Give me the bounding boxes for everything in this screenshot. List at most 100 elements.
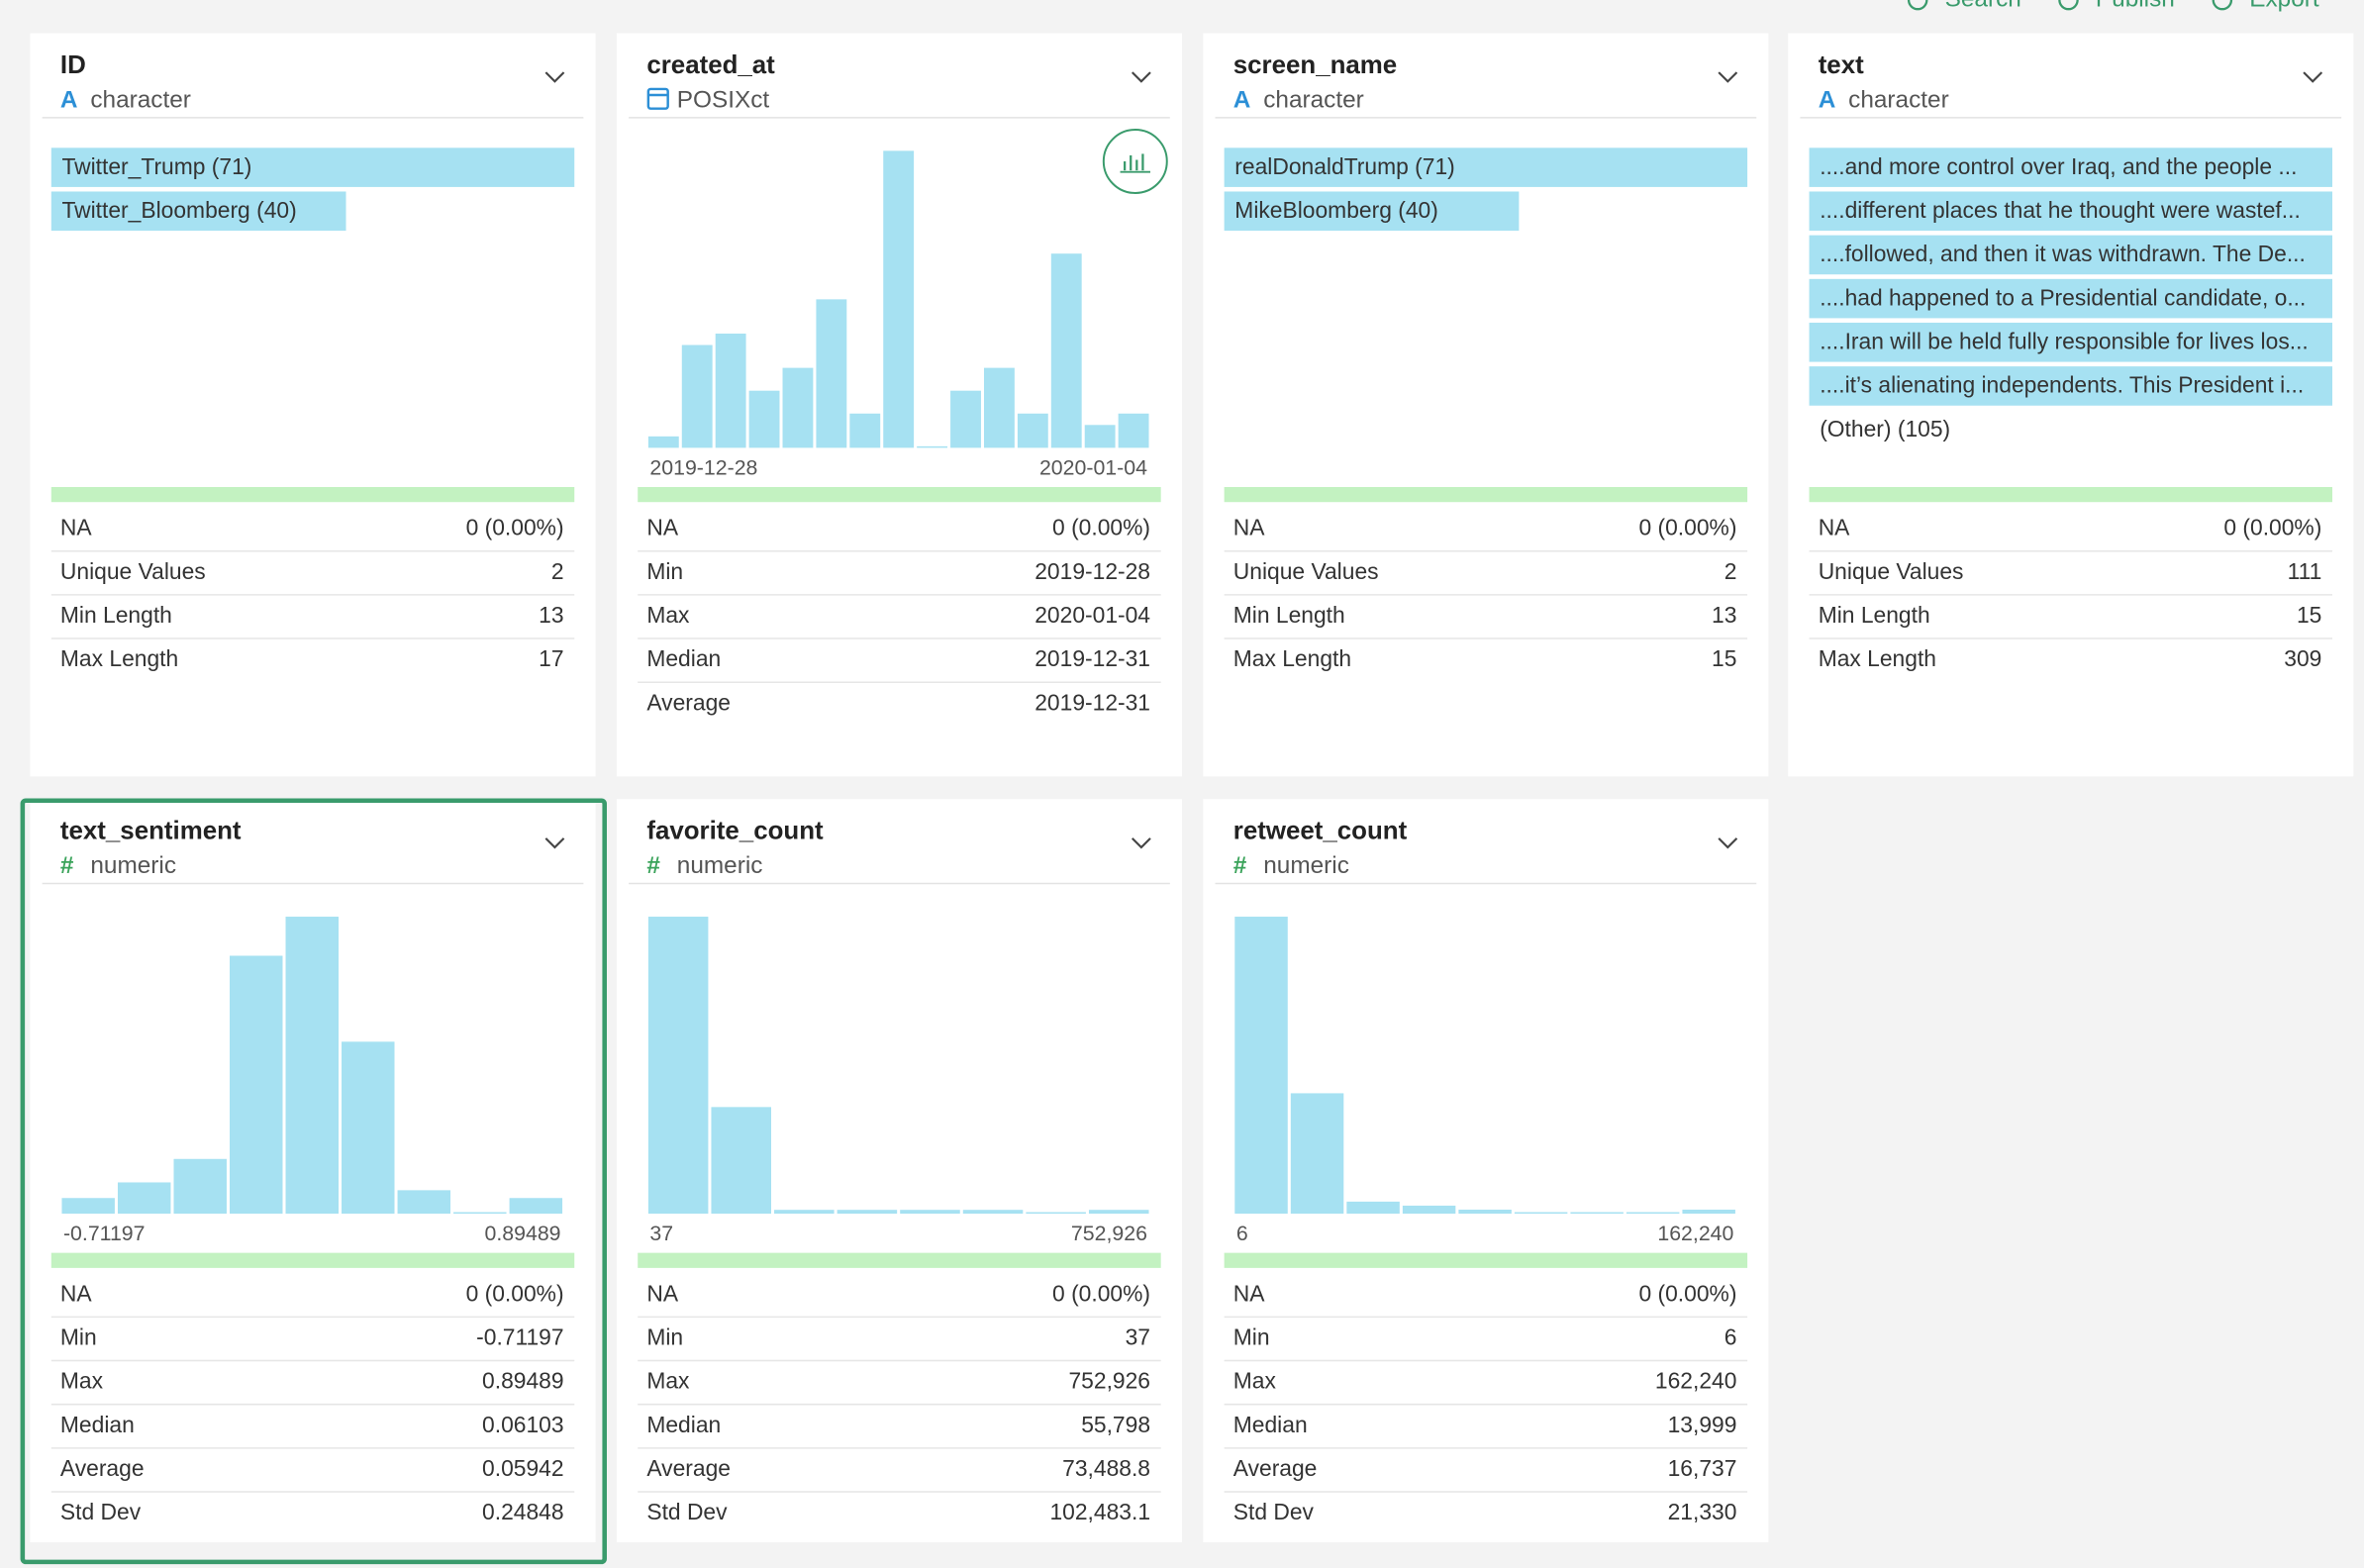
- stat-value: 0.06103: [482, 1412, 564, 1437]
- stat-value: 0 (0.00%): [2223, 515, 2321, 540]
- stat-value: 162,240: [1655, 1368, 1737, 1394]
- histogram-bar: [1458, 1209, 1512, 1215]
- category-bar: [1809, 278, 2333, 319]
- stat-value: 2020-01-04: [1034, 602, 1150, 628]
- histogram-bar: [715, 333, 746, 448]
- histogram-bar: [1625, 1212, 1680, 1215]
- stat-value: 752,926: [1068, 1368, 1150, 1394]
- completeness-bar: [1809, 486, 2333, 503]
- completeness-bar: [50, 486, 575, 503]
- toolbar-button[interactable]: Search: [1945, 0, 2021, 12]
- stat-label: NA: [1233, 1280, 1265, 1306]
- histogram-bar: [837, 1210, 898, 1215]
- histogram-min: 37: [649, 1222, 673, 1245]
- stat-label: Unique Values: [60, 558, 206, 584]
- dropdown-chevron[interactable]: [1718, 71, 1738, 83]
- histogram-bar: [711, 1107, 771, 1215]
- dropdown-chevron[interactable]: [544, 837, 565, 849]
- stat-label: Min Length: [60, 602, 172, 628]
- toolbar-button[interactable]: Publish: [2096, 0, 2175, 12]
- column-card[interactable]: text A character ....and more control over …: [1788, 33, 2354, 777]
- column-name: created_at: [646, 51, 775, 79]
- histogram-max: 2020-01-04: [1039, 455, 1147, 479]
- histogram-bar: [229, 955, 283, 1215]
- column-card[interactable]: created_at POSIXct 2019-12-28 2020-01-04 NA 0…: [616, 33, 1182, 777]
- column-card[interactable]: text_sentiment # numeric -0.71197 0.89489 NA 0…: [20, 798, 607, 1565]
- stat-value: 0.89489: [482, 1368, 564, 1394]
- type-icon: #: [1233, 852, 1247, 879]
- type-icon: A: [1819, 87, 1836, 114]
- stat-value: 0.05942: [482, 1455, 564, 1481]
- stat-label: NA: [646, 1280, 678, 1306]
- category-bar: [50, 147, 575, 187]
- stat-value: 55,798: [1081, 1412, 1150, 1437]
- stat-label: Min Length: [1233, 602, 1345, 628]
- dropdown-chevron[interactable]: [1131, 71, 1151, 83]
- toolbar-icon: [2212, 0, 2233, 11]
- histogram-bar: [748, 390, 780, 448]
- category-label: Twitter_Trump (71): [61, 153, 251, 179]
- stat-label: Max Length: [60, 645, 178, 671]
- histogram-bar: [950, 390, 981, 448]
- stat-value: 0 (0.00%): [1052, 1280, 1150, 1306]
- stat-label: Std Dev: [646, 1499, 728, 1524]
- stat-value: 37: [1126, 1323, 1150, 1349]
- stat-label: Unique Values: [1233, 558, 1379, 584]
- completeness-bar: [638, 486, 1161, 503]
- histogram-bar: [917, 445, 948, 448]
- histogram-max: 162,240: [1657, 1222, 1733, 1245]
- histogram-bar: [647, 436, 679, 448]
- dropdown-chevron[interactable]: [1131, 837, 1151, 849]
- stat-label: Min Length: [1819, 602, 1930, 628]
- column-type: character: [1263, 87, 1364, 114]
- stat-value: 2019-12-31: [1034, 645, 1150, 671]
- column-card[interactable]: retweet_count # numeric 6 162,240 NA 0 (0.00%)…: [1203, 799, 1769, 1543]
- histogram-max: 0.89489: [484, 1222, 560, 1245]
- type-icon: A: [1233, 87, 1251, 114]
- stat-label: Std Dev: [1233, 1499, 1315, 1524]
- histogram-bar: [774, 1210, 835, 1215]
- column-card[interactable]: ID A character Twitter_Trump (71) Twitter_Bl…: [30, 33, 596, 777]
- stat-label: Median: [646, 1412, 721, 1437]
- column-card[interactable]: screen_name A character realDonaldTrump (71…: [1203, 33, 1769, 777]
- column-type: character: [1848, 87, 1949, 114]
- completeness-bar: [50, 1252, 575, 1268]
- stat-value: 6: [1724, 1323, 1737, 1349]
- category-label: ....and more control over Iraq, and the …: [1820, 153, 2297, 179]
- category-bar: [1809, 147, 2333, 187]
- histogram-bar: [962, 1210, 1024, 1215]
- stat-value: 15: [1712, 645, 1736, 671]
- histogram-min: -0.71197: [63, 1222, 146, 1245]
- dropdown-chevron[interactable]: [1718, 837, 1738, 849]
- histogram-bar: [983, 367, 1015, 448]
- histogram-bar: [1290, 1093, 1344, 1215]
- type-icon: #: [60, 852, 74, 879]
- toolbar-button[interactable]: Export: [2249, 0, 2319, 12]
- chart-button[interactable]: [1102, 129, 1168, 194]
- stat-value: 0 (0.00%): [466, 515, 564, 540]
- histogram-bar: [681, 344, 713, 448]
- column-card[interactable]: favorite_count # numeric 37 752,926 NA 0 (0.00…: [616, 799, 1182, 1543]
- stat-value: 0 (0.00%): [466, 1280, 564, 1306]
- stat-value: 16,737: [1668, 1455, 1737, 1481]
- category-bar: [1809, 366, 2333, 406]
- histogram-bar: [509, 1198, 563, 1215]
- histogram-bar: [1017, 413, 1048, 448]
- stat-value: 73,488.8: [1062, 1455, 1150, 1481]
- column-name: favorite_count: [646, 818, 824, 845]
- stat-label: Min: [60, 1323, 97, 1349]
- category-bar: [1224, 147, 1748, 187]
- selected-border: [20, 798, 607, 1565]
- stat-value: 102,483.1: [1049, 1499, 1150, 1524]
- stat-value: -0.71197: [476, 1323, 563, 1349]
- completeness-bar: [638, 1252, 1161, 1268]
- stat-label: Average: [646, 1455, 731, 1481]
- column-name: screen_name: [1233, 51, 1397, 79]
- dropdown-chevron[interactable]: [2303, 71, 2323, 83]
- category-bar: [50, 191, 346, 232]
- stat-value: 2019-12-28: [1034, 558, 1150, 584]
- stat-label: NA: [1233, 515, 1265, 540]
- stat-value: 111: [2288, 558, 2322, 584]
- dropdown-chevron[interactable]: [544, 71, 565, 83]
